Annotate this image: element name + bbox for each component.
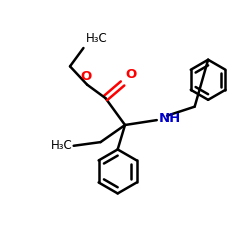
Text: O: O — [80, 70, 92, 83]
Text: O: O — [125, 68, 136, 81]
Text: H₃C: H₃C — [51, 139, 72, 152]
Text: H₃C: H₃C — [86, 32, 107, 45]
Text: NH: NH — [159, 112, 181, 126]
